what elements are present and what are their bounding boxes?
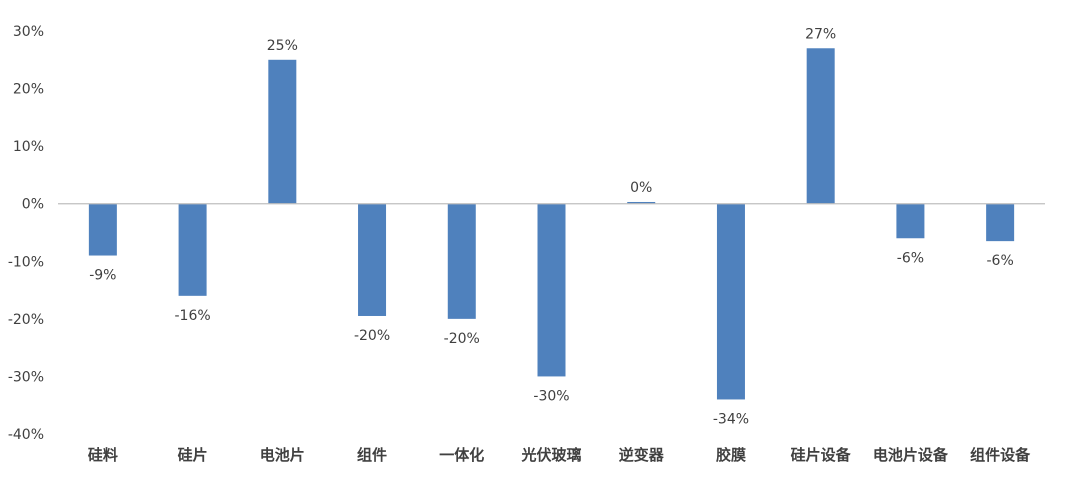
y-tick-label: 0% <box>22 197 44 213</box>
y-tick-label: -10% <box>8 254 44 270</box>
data-label: 0% <box>630 180 652 196</box>
x-category-label: 电池片设备 <box>873 446 949 464</box>
x-category-label: 电池片 <box>260 446 305 464</box>
bar <box>178 203 207 296</box>
y-tick-label: -30% <box>8 369 44 385</box>
x-axis: 硅料 硅片 电池片 组件 一体化 光伏玻璃 逆变器 胶膜 硅片设备 电池片设备 组件设备 <box>88 446 1031 464</box>
bar <box>268 59 297 204</box>
data-label: 25% <box>267 38 298 54</box>
data-label: -6% <box>987 253 1014 269</box>
y-tick-label: 30% <box>13 24 44 40</box>
y-axis: 30% 20% 10% 0% -10% -20% -30% -40% <box>8 24 44 443</box>
x-category-label: 一体化 <box>439 446 484 464</box>
bar <box>537 203 566 377</box>
data-label: -34% <box>713 411 749 427</box>
data-label: -30% <box>533 388 569 404</box>
x-category-label: 硅片设备 <box>791 446 852 464</box>
bar <box>716 203 745 400</box>
x-category-label: 光伏玻璃 <box>520 446 581 464</box>
bar <box>447 203 476 319</box>
x-category-label: 硅片 <box>178 446 208 464</box>
bar <box>896 203 925 239</box>
bar <box>806 48 835 204</box>
x-category-label: 组件设备 <box>970 446 1031 464</box>
bar <box>627 201 656 204</box>
x-category-label: 组件 <box>357 446 387 464</box>
data-label: -6% <box>897 250 924 266</box>
x-category-label: 胶膜 <box>716 446 746 464</box>
y-tick-label: 20% <box>13 82 44 98</box>
x-category-label: 硅料 <box>88 446 118 464</box>
data-label: -20% <box>354 328 390 344</box>
bar-series <box>88 48 1015 400</box>
data-labels: -9% -16% 25% -20% -20% -30% 0% -34% 27% -6% -6% <box>89 26 1014 427</box>
bar <box>358 203 387 316</box>
data-label: -16% <box>175 308 211 324</box>
x-category-label: 逆变器 <box>619 446 665 464</box>
bar <box>88 203 117 256</box>
y-tick-label: -40% <box>8 427 44 443</box>
data-label: -9% <box>89 268 116 284</box>
y-tick-label: 10% <box>13 139 44 155</box>
data-label: -20% <box>444 331 480 347</box>
data-label: 27% <box>805 26 836 42</box>
bar <box>986 203 1015 242</box>
y-tick-label: -20% <box>8 312 44 328</box>
